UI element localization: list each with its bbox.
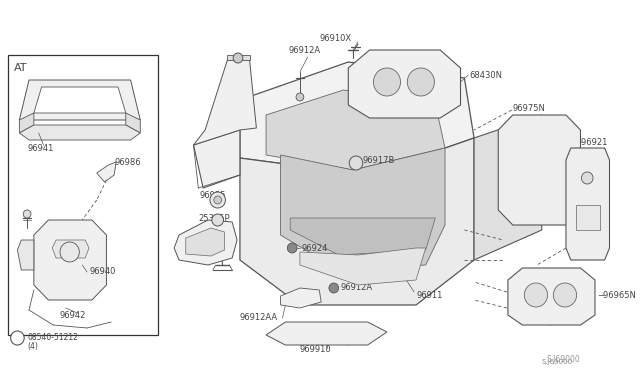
Text: ─96921: ─96921 xyxy=(575,138,607,147)
Polygon shape xyxy=(348,50,461,118)
Text: S: S xyxy=(15,336,19,340)
Circle shape xyxy=(60,242,79,262)
Polygon shape xyxy=(240,138,474,305)
Polygon shape xyxy=(19,80,140,120)
Polygon shape xyxy=(174,220,237,265)
Text: 96912A: 96912A xyxy=(340,283,372,292)
Polygon shape xyxy=(474,115,542,260)
Polygon shape xyxy=(575,205,600,230)
Text: 96935: 96935 xyxy=(199,190,226,199)
Polygon shape xyxy=(280,148,445,270)
Polygon shape xyxy=(499,115,580,225)
Polygon shape xyxy=(19,113,34,133)
Circle shape xyxy=(524,283,548,307)
Polygon shape xyxy=(17,240,34,270)
Text: 68430N: 68430N xyxy=(469,71,502,80)
Text: 08540-51212: 08540-51212 xyxy=(27,333,78,341)
Polygon shape xyxy=(34,87,126,113)
Circle shape xyxy=(212,214,223,226)
Polygon shape xyxy=(193,60,257,145)
Circle shape xyxy=(11,331,24,345)
Text: 96941: 96941 xyxy=(27,144,54,153)
Text: 96940: 96940 xyxy=(89,267,115,276)
Text: 96942: 96942 xyxy=(60,311,86,320)
Circle shape xyxy=(582,172,593,184)
Circle shape xyxy=(233,53,243,63)
Polygon shape xyxy=(566,148,609,260)
Polygon shape xyxy=(19,125,140,140)
Polygon shape xyxy=(508,268,595,325)
Text: (4): (4) xyxy=(27,343,38,352)
Text: 96911: 96911 xyxy=(416,291,442,299)
Circle shape xyxy=(23,210,31,218)
Polygon shape xyxy=(280,288,321,308)
Bar xyxy=(8,55,157,335)
Polygon shape xyxy=(290,218,435,255)
Text: 96912AA: 96912AA xyxy=(240,314,278,323)
Text: 96914P: 96914P xyxy=(198,231,230,240)
Text: ─96965N: ─96965N xyxy=(598,291,636,299)
Polygon shape xyxy=(52,240,89,258)
Circle shape xyxy=(210,192,225,208)
Polygon shape xyxy=(97,162,116,182)
Text: S.J69000: S.J69000 xyxy=(542,359,573,365)
Text: 96912A: 96912A xyxy=(288,45,321,55)
Polygon shape xyxy=(34,220,106,300)
Polygon shape xyxy=(266,322,387,345)
Polygon shape xyxy=(126,113,140,133)
Circle shape xyxy=(329,283,339,293)
Circle shape xyxy=(554,283,577,307)
Circle shape xyxy=(214,196,221,204)
Circle shape xyxy=(287,243,297,253)
Text: 96975N: 96975N xyxy=(513,103,546,112)
Circle shape xyxy=(296,93,304,101)
Text: 96986: 96986 xyxy=(114,157,141,167)
Polygon shape xyxy=(186,228,225,256)
Text: AT: AT xyxy=(13,63,27,73)
Text: 96917B: 96917B xyxy=(363,155,395,164)
Polygon shape xyxy=(227,55,250,60)
Text: 96924: 96924 xyxy=(302,244,328,253)
Circle shape xyxy=(373,68,401,96)
Polygon shape xyxy=(300,248,426,285)
Circle shape xyxy=(407,68,435,96)
Polygon shape xyxy=(240,62,474,175)
Circle shape xyxy=(349,156,363,170)
Polygon shape xyxy=(193,130,240,188)
Text: S.J69000: S.J69000 xyxy=(547,356,580,365)
Polygon shape xyxy=(266,90,445,170)
Text: 96910X: 96910X xyxy=(319,33,351,42)
Text: 25335P: 25335P xyxy=(198,214,230,222)
Text: 969910: 969910 xyxy=(300,346,332,355)
Circle shape xyxy=(534,143,544,153)
